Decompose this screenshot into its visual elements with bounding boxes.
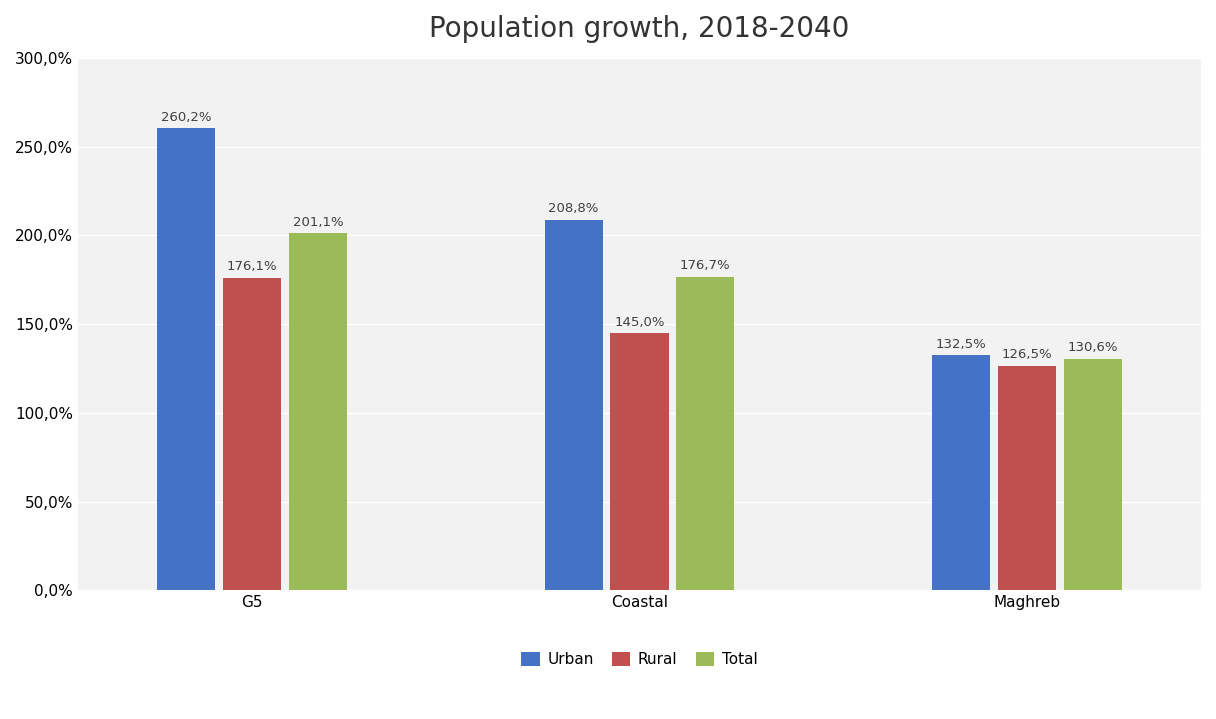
Title: Population growth, 2018-2040: Population growth, 2018-2040	[429, 15, 850, 43]
Text: 130,6%: 130,6%	[1068, 341, 1118, 354]
Text: 176,1%: 176,1%	[227, 260, 277, 273]
Bar	[545, 220, 603, 590]
Bar	[676, 277, 734, 590]
Text: 260,2%: 260,2%	[162, 111, 212, 124]
Bar	[157, 129, 215, 590]
Text: 145,0%: 145,0%	[614, 316, 665, 329]
Text: 132,5%: 132,5%	[935, 338, 986, 351]
Legend: Urban, Rural, Total: Urban, Rural, Total	[516, 646, 764, 674]
Bar	[1064, 359, 1121, 590]
Bar	[224, 278, 281, 590]
Bar	[289, 234, 347, 590]
Bar	[997, 366, 1055, 590]
Text: 201,1%: 201,1%	[293, 216, 343, 229]
Text: 126,5%: 126,5%	[1002, 349, 1052, 362]
Text: 208,8%: 208,8%	[548, 202, 598, 215]
Text: 176,7%: 176,7%	[680, 260, 731, 273]
Bar	[931, 355, 990, 590]
Bar	[610, 333, 669, 590]
